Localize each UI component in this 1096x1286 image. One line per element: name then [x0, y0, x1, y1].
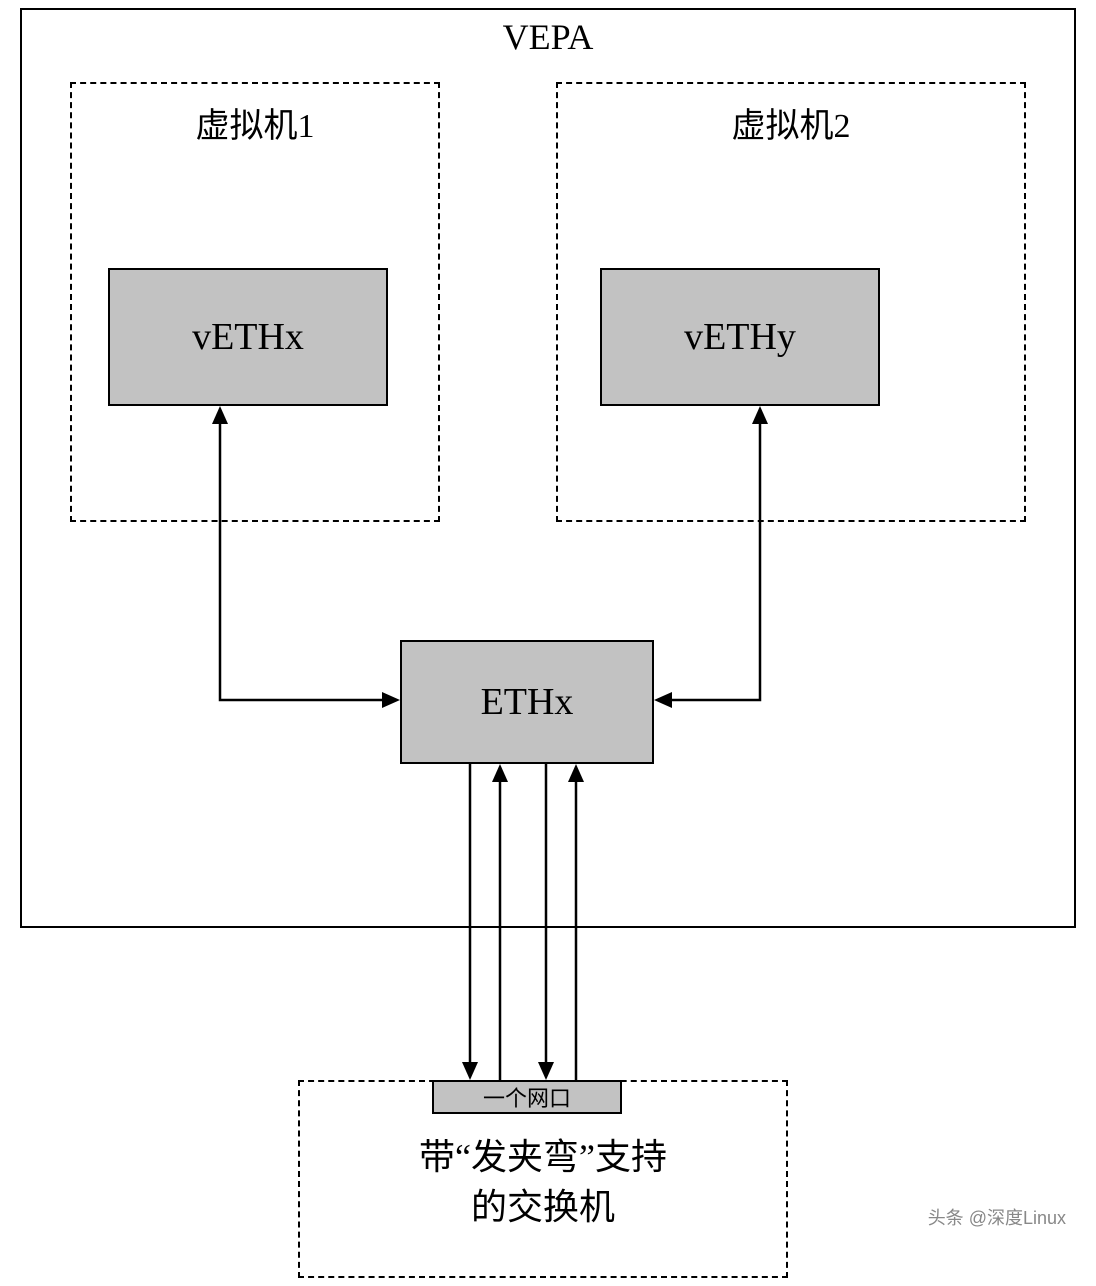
- connectors: [0, 0, 1096, 1286]
- watermark: 头条 @深度Linux: [928, 1204, 1066, 1230]
